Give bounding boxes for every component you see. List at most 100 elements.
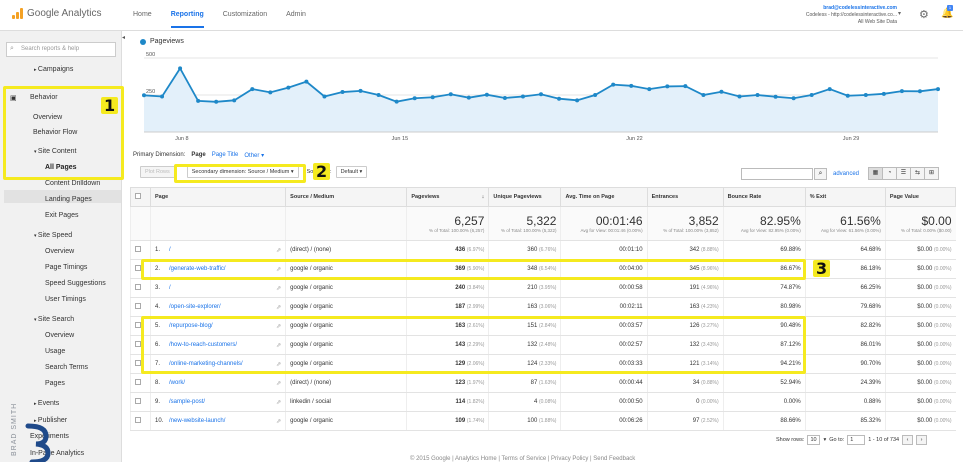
select-all-checkbox[interactable]	[135, 193, 141, 199]
footer-links[interactable]: © 2015 Google | Analytics Home | Terms o…	[410, 456, 636, 462]
data-point[interactable]	[845, 93, 850, 98]
external-link-icon[interactable]: ⇗	[276, 361, 282, 368]
row-checkbox[interactable]	[135, 322, 141, 328]
data-point[interactable]	[502, 95, 507, 100]
dimension-page-title[interactable]: Page Title	[211, 152, 239, 158]
external-link-icon[interactable]: ⇗	[276, 342, 282, 349]
sidebar-item-page-timings[interactable]: Page Timings	[45, 264, 87, 271]
data-point[interactable]	[358, 88, 363, 93]
sidebar-item-all-pages[interactable]: All Pages	[45, 164, 77, 171]
data-point[interactable]	[304, 79, 309, 84]
external-link-icon[interactable]: ⇗	[276, 285, 282, 292]
col-page-value[interactable]: Page Value	[884, 187, 957, 207]
prev-page-icon[interactable]: ‹	[902, 435, 914, 445]
page-cell[interactable]: 6. /how-to-reach-customers/ ⇗	[150, 335, 286, 355]
nav-customization[interactable]: Customization	[222, 11, 268, 18]
page-cell[interactable]: 3. / ⇗	[150, 278, 286, 298]
data-point[interactable]	[809, 93, 814, 97]
sidebar-item-site-content[interactable]: ▾ Site Content	[34, 148, 76, 155]
row-checkbox[interactable]	[135, 398, 141, 404]
data-point[interactable]	[899, 89, 904, 94]
chevron-down-icon[interactable]: ▾	[898, 11, 902, 17]
sidebar-item-content-drilldown[interactable]: Content Drilldown	[45, 180, 100, 187]
data-point[interactable]	[557, 96, 562, 101]
sidebar-item-usage[interactable]: Usage	[45, 348, 65, 355]
table-row[interactable]: 10. /new-website-launch/ ⇗ google / organic…	[129, 411, 956, 431]
show-rows-select[interactable]: 10	[807, 435, 821, 445]
next-page-icon[interactable]: ›	[916, 435, 928, 445]
external-link-icon[interactable]: ⇗	[276, 418, 282, 425]
data-point[interactable]	[376, 93, 381, 97]
data-point[interactable]	[917, 89, 922, 94]
data-point[interactable]	[881, 91, 886, 96]
sort-type-select[interactable]: Default ▾	[335, 166, 368, 178]
data-point[interactable]	[936, 87, 940, 92]
sidebar-item-overview[interactable]: Overview	[33, 114, 62, 121]
data-point[interactable]	[214, 99, 219, 104]
data-point[interactable]	[737, 94, 742, 99]
page-link[interactable]: /work/	[169, 379, 186, 386]
row-checkbox[interactable]	[135, 303, 141, 309]
col-page[interactable]: Page	[150, 187, 287, 207]
data-point[interactable]	[647, 87, 652, 92]
nav-reporting[interactable]: Reporting	[170, 11, 204, 28]
nav-home[interactable]: Home	[133, 11, 152, 18]
col-exit[interactable]: % Exit	[804, 187, 886, 207]
dimension-page[interactable]: Page	[191, 152, 206, 158]
google-analytics-logo[interactable]: Google Analytics	[12, 8, 102, 19]
data-point[interactable]	[719, 89, 724, 94]
data-point[interactable]	[142, 93, 146, 98]
data-point[interactable]	[575, 98, 580, 103]
sidebar-item-site-speed[interactable]: ▾ Site Speed	[34, 232, 72, 239]
page-cell[interactable]: 8. /work/ ⇗	[150, 373, 286, 393]
comparison-view-icon[interactable]: ⇆	[910, 167, 925, 180]
table-row[interactable]: 9. /sample-post/ ⇗ linkedin / social 114 (1.…	[129, 392, 956, 412]
col-bounce-rate[interactable]: Bounce Rate	[722, 187, 806, 207]
page-link[interactable]: /sample-post/	[169, 398, 206, 405]
collapse-sidebar-icon[interactable]: ◂	[122, 35, 126, 41]
data-point[interactable]	[791, 96, 796, 101]
data-point[interactable]	[611, 82, 616, 87]
goto-input[interactable]: 1	[847, 435, 866, 445]
data-point[interactable]	[701, 93, 706, 97]
performance-view-icon[interactable]: ☰	[896, 167, 911, 180]
table-row[interactable]: 6. /how-to-reach-customers/ ⇗ google / orga…	[129, 335, 956, 355]
page-link[interactable]: /how-to-reach-customers/	[169, 341, 238, 348]
bell-icon[interactable]: 🔔	[941, 8, 954, 19]
page-link[interactable]: /	[169, 246, 171, 253]
page-link[interactable]: /	[169, 284, 171, 291]
page-cell[interactable]: 5. /repurpose-blog/ ⇗	[150, 316, 286, 336]
table-row[interactable]: 5. /repurpose-blog/ ⇗ google / organic 163 (…	[129, 316, 956, 336]
external-link-icon[interactable]: ⇗	[276, 380, 282, 387]
data-point[interactable]	[232, 98, 237, 103]
table-row[interactable]: 4./open-site-explorer/⇗ google / organic 1…	[129, 297, 956, 317]
data-point[interactable]	[268, 90, 273, 95]
data-point[interactable]	[629, 83, 634, 88]
gear-icon[interactable]: ⚙	[919, 9, 929, 21]
table-filter-input[interactable]	[741, 168, 813, 180]
sidebar-item-site-search[interactable]: ▾ Site Search	[34, 316, 74, 323]
external-link-icon[interactable]: ⇗	[276, 399, 282, 406]
row-checkbox[interactable]	[135, 341, 141, 347]
data-point[interactable]	[178, 66, 183, 71]
row-select-cell[interactable]	[129, 411, 151, 431]
data-point[interactable]	[539, 92, 543, 97]
data-point[interactable]	[484, 92, 489, 97]
row-select-cell[interactable]	[129, 259, 151, 279]
data-point[interactable]	[863, 93, 868, 97]
row-checkbox[interactable]	[135, 284, 141, 290]
page-cell[interactable]: 9. /sample-post/ ⇗	[150, 392, 286, 412]
external-link-icon[interactable]: ⇗	[276, 323, 282, 330]
page-cell[interactable]: 4. /open-site-explorer/ ⇗	[150, 297, 286, 317]
row-checkbox[interactable]	[135, 417, 141, 423]
row-select-cell[interactable]	[129, 297, 151, 317]
data-point[interactable]	[412, 96, 417, 101]
external-link-icon[interactable]: ⇗	[276, 304, 282, 311]
data-point[interactable]	[466, 95, 471, 100]
sidebar-item-campaigns[interactable]: ▸ Campaigns	[34, 66, 73, 73]
sidebar-item-in-page-analytics[interactable]: In-Page Analytics	[30, 450, 84, 457]
data-point[interactable]	[755, 93, 760, 97]
data-point[interactable]	[773, 94, 778, 99]
account-selector[interactable]: brad@codelessinteractive.com Codeless - …	[806, 5, 897, 26]
table-row[interactable]: 7./online-marketing-channels/⇗ google / o…	[129, 354, 956, 374]
